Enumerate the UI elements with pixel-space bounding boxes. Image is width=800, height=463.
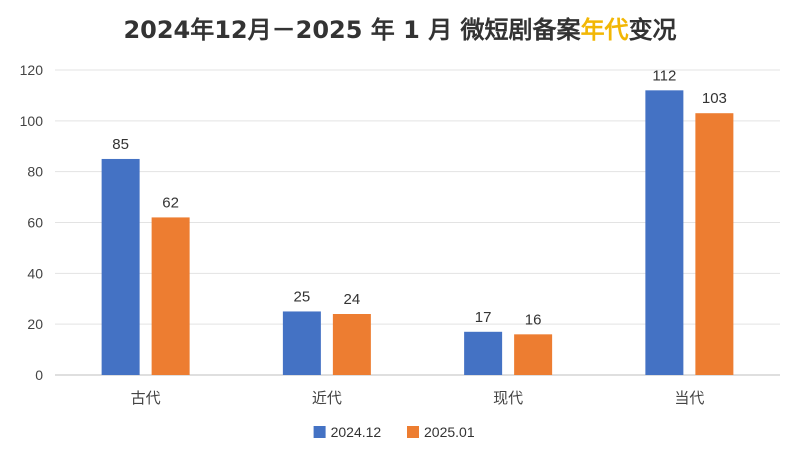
data-label: 103 [702,90,727,107]
y-tick-label: 60 [27,215,43,231]
y-tick-label: 40 [27,265,43,281]
bar-2025.01-当代 [695,113,734,375]
bar-2024.12-古代 [101,158,140,375]
y-tick-label: 120 [20,62,44,78]
data-label: 16 [525,311,542,328]
x-tick-label: 现代 [493,389,523,407]
x-tick-label: 当代 [674,389,704,407]
data-label: 85 [112,136,129,153]
bar-2024.12-现代 [464,331,503,375]
y-tick-label: 100 [20,113,44,129]
data-label: 24 [344,291,361,308]
legend-label: 2025.01 [424,424,475,440]
x-tick-label: 近代 [312,389,342,407]
y-tick-label: 20 [27,316,43,332]
legend-swatch [313,426,326,438]
x-tick-label: 古代 [131,389,161,407]
bar-2025.01-古代 [151,217,190,375]
legend-swatch [407,426,419,438]
y-tick-label: 80 [27,164,43,180]
legend-label: 2024.12 [331,424,382,440]
chart-title: 2024年12月－2025 年 1 月 微短剧备案年代变况 [0,10,800,45]
chart-title-part-1: 2024年12月－2025 年 1 月 微短剧备案 [123,16,581,44]
y-tick-label: 0 [35,367,43,383]
bar-2024.12-近代 [282,311,321,375]
bar-2025.01-现代 [514,334,553,375]
data-label: 25 [294,288,311,305]
data-label: 112 [652,67,676,84]
bar-2025.01-近代 [332,314,371,375]
chart-title-part-3: 变况 [628,16,677,44]
bar-2024.12-当代 [645,90,684,375]
data-label: 62 [162,194,179,211]
data-label: 17 [475,309,492,326]
chart-title-highlight: 年代 [580,16,629,44]
